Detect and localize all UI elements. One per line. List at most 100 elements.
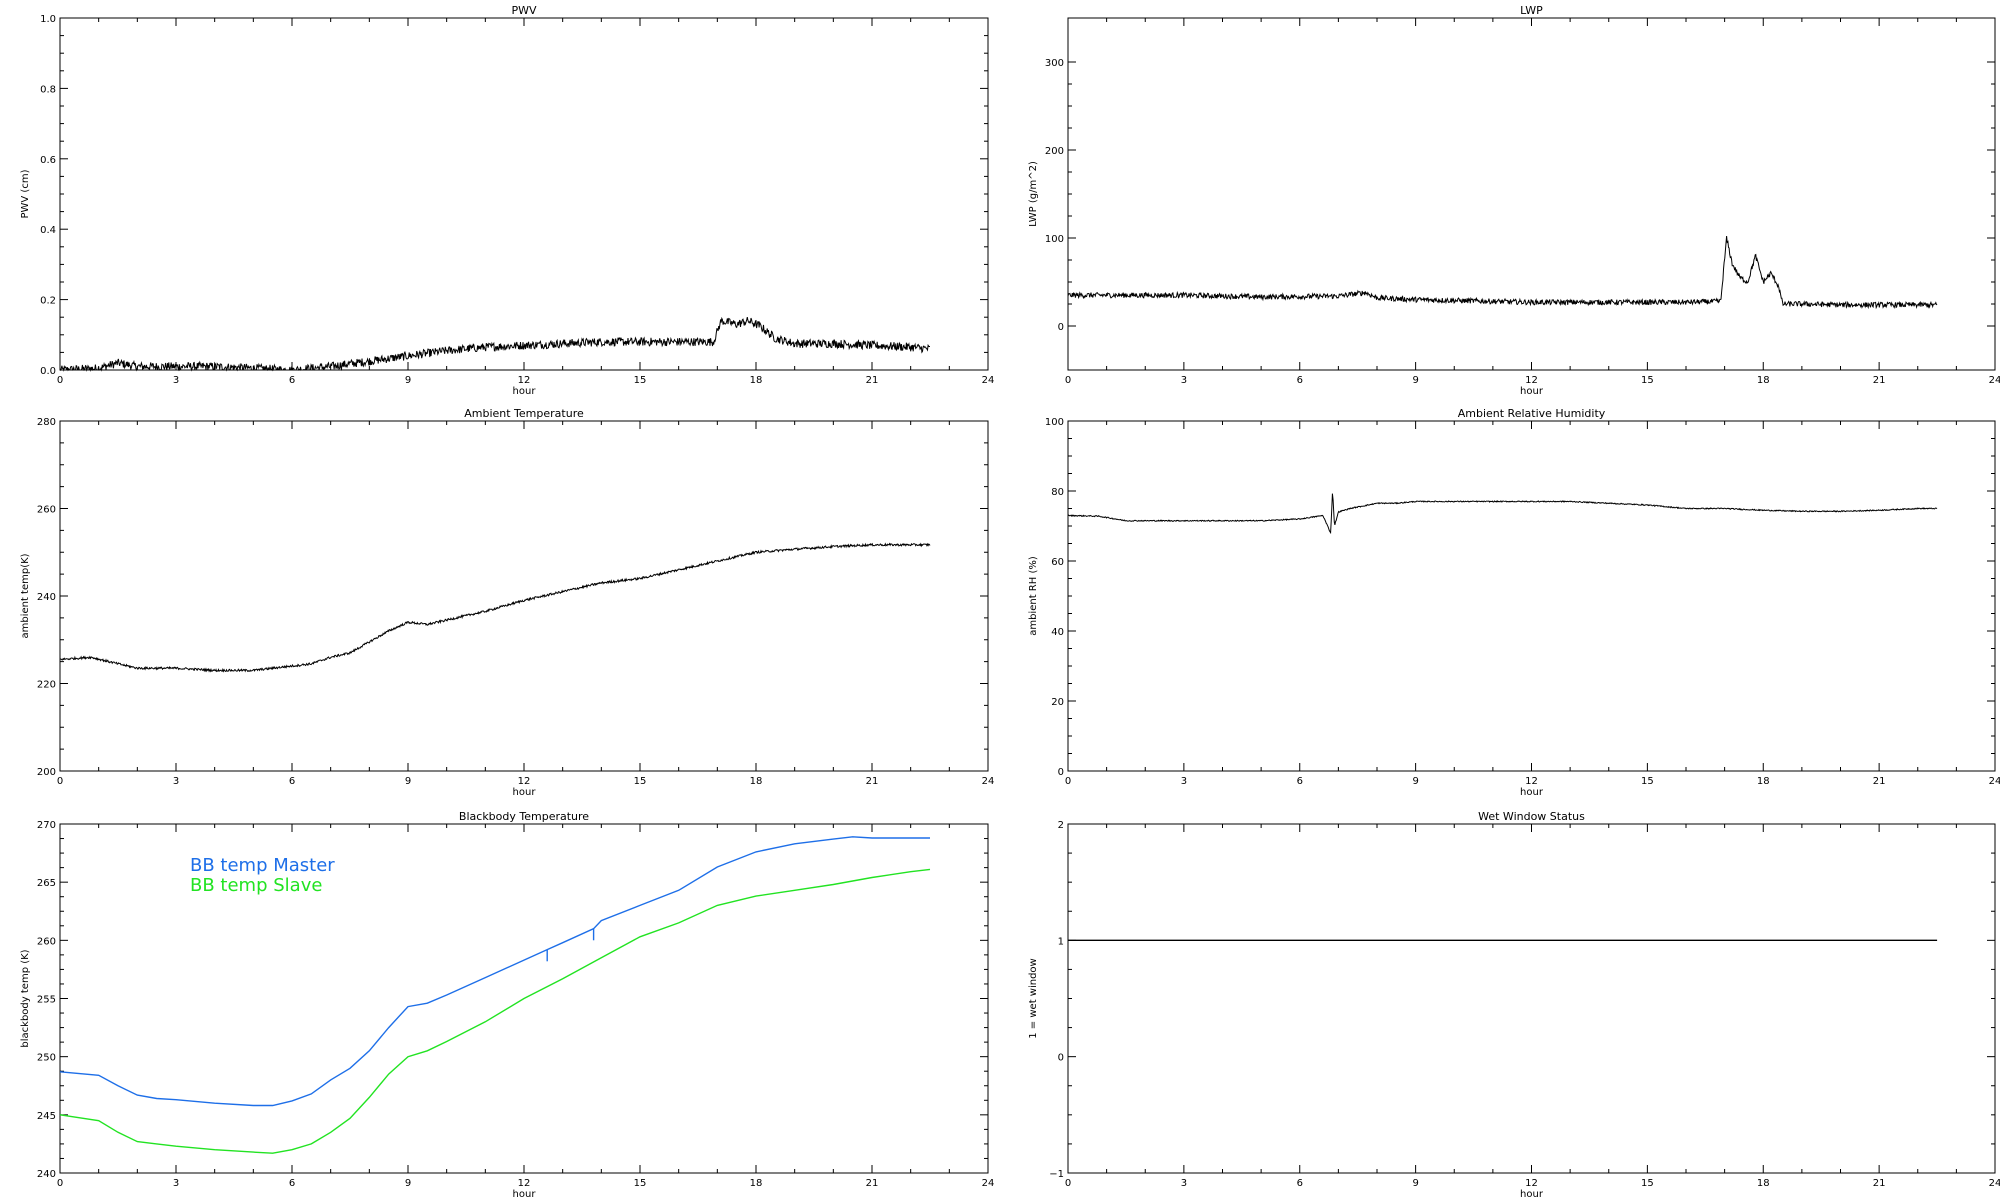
y-tick-label: 0.8	[40, 84, 56, 95]
x-tick-label: 12	[518, 1178, 531, 1189]
x-tick-label: 21	[866, 1178, 879, 1189]
x-tick-label: 0	[57, 375, 63, 386]
y-tick-label: 280	[37, 417, 56, 428]
y-tick-label: 20	[1051, 697, 1064, 708]
x-tick-label: 18	[750, 776, 763, 787]
plot-frame	[59, 420, 989, 772]
x-tick-label: 18	[1757, 375, 1770, 386]
x-tick-label: 12	[1525, 375, 1538, 386]
x-tick-label: 9	[405, 1178, 411, 1189]
x-axis-label: hour	[513, 386, 537, 397]
panel-lwp: LWP 0 3 6 9 12 15 18 21 24 hour 0 100 200 300 LWP (g/m^…	[1028, 4, 2000, 397]
x-tick-label: 24	[982, 1178, 995, 1189]
chart-title: Blackbody Temperature	[459, 810, 589, 823]
y-tick-label: 240	[37, 1169, 56, 1180]
y-tick-label: 40	[1051, 627, 1064, 638]
y-tick-label: 0.6	[40, 155, 56, 166]
x-axis-label: hour	[1520, 386, 1544, 397]
chart-title: Ambient Temperature	[464, 407, 584, 420]
y-tick-label: 240	[37, 592, 56, 603]
chart-title: Wet Window Status	[1478, 810, 1585, 823]
y-tick-label: 0	[1058, 767, 1064, 778]
y-tick-label: 100	[1045, 234, 1064, 245]
y-tick-label: 220	[37, 680, 56, 691]
x-tick-label: 15	[634, 1178, 647, 1189]
x-tick-label: 12	[518, 776, 531, 787]
x-axis-label: hour	[1520, 787, 1544, 798]
y-axis-label: ambient temp(K)	[20, 553, 31, 638]
y-axis-label: PWV (cm)	[20, 169, 31, 218]
x-tick-label: 0	[1065, 375, 1071, 386]
x-tick-label: 9	[1412, 375, 1418, 386]
series-line	[1067, 493, 1938, 535]
x-tick-label: 0	[57, 1178, 63, 1189]
y-axis-label: 1 = wet window	[1028, 958, 1039, 1038]
x-tick-label: 3	[1181, 375, 1187, 386]
y-tick-label: 260	[37, 505, 56, 516]
x-tick-label: 24	[982, 375, 995, 386]
x-tick-label: 6	[1297, 1178, 1303, 1189]
legend-entry: BB temp Master	[190, 855, 335, 876]
x-tick-label: 6	[1297, 776, 1303, 787]
y-tick-label: 250	[37, 1053, 56, 1064]
x-tick-label: 18	[750, 375, 763, 386]
y-tick-label: 1.0	[40, 14, 56, 25]
x-tick-label: 24	[1989, 776, 2000, 787]
x-tick-label: 0	[57, 776, 63, 787]
series-line-bb-temp-master	[59, 836, 930, 1107]
x-tick-label: 18	[1757, 1178, 1770, 1189]
x-tick-label: 24	[1989, 375, 2000, 386]
x-tick-label: 18	[1757, 776, 1770, 787]
y-axis-label: blackbody temp (K)	[20, 949, 31, 1047]
y-tick-label: 200	[1045, 146, 1064, 157]
x-tick-label: 12	[1525, 776, 1538, 787]
x-tick-label: 24	[1989, 1178, 2000, 1189]
y-tick-label: −1	[1049, 1169, 1064, 1180]
x-tick-label: 6	[289, 776, 295, 787]
x-tick-label: 0	[1065, 776, 1071, 787]
x-tick-label: 6	[289, 375, 295, 386]
panel-blackbody-temp: Blackbody Temperature 0 3 6 9 12 15 18 21 24 hour 2…	[20, 810, 994, 1200]
y-axis-label: ambient RH (%)	[1028, 556, 1039, 636]
y-tick-label: 300	[1045, 58, 1064, 69]
plot-frame	[1067, 420, 1996, 772]
x-tick-label: 3	[173, 1178, 179, 1189]
x-tick-label: 3	[1181, 776, 1187, 787]
x-tick-label: 21	[866, 375, 879, 386]
x-tick-label: 24	[982, 776, 995, 787]
series-line	[59, 316, 930, 372]
y-axis-label: LWP (g/m^2)	[1028, 161, 1039, 227]
chart-title: PWV	[511, 4, 537, 17]
x-tick-label: 15	[634, 375, 647, 386]
y-tick-label: 245	[37, 1111, 56, 1122]
x-tick-label: 21	[1873, 776, 1886, 787]
x-axis-label: hour	[513, 787, 537, 798]
x-tick-label: 15	[634, 776, 647, 787]
x-tick-label: 3	[1181, 1178, 1187, 1189]
panel-pwv: PWV 0 3 6 9 12 15 18 21 24 hour 0.0 0.2 0.4 0.6 0.8 1.0 P…	[20, 4, 994, 397]
x-axis-label: hour	[513, 1189, 537, 1200]
x-tick-label: 9	[1412, 1178, 1418, 1189]
y-tick-label: 0	[1058, 1053, 1064, 1064]
y-tick-label: 0	[1058, 322, 1064, 333]
panel-ambient-rh: Ambient Relative Humidity 0 3 6 9 12 15 18 21 24 h…	[1028, 407, 2000, 798]
x-tick-label: 21	[1873, 1178, 1886, 1189]
x-tick-label: 0	[1065, 1178, 1071, 1189]
x-tick-label: 12	[1525, 1178, 1538, 1189]
y-tick-label: 260	[37, 936, 56, 947]
chart-title: LWP	[1520, 4, 1543, 17]
y-tick-label: 265	[37, 878, 56, 889]
y-tick-label: 100	[1045, 417, 1064, 428]
x-tick-label: 3	[173, 375, 179, 386]
y-tick-label: 270	[37, 820, 56, 831]
plot-frame	[59, 17, 989, 371]
x-tick-label: 21	[1873, 375, 1886, 386]
legend-entry: BB temp Slave	[190, 875, 322, 896]
y-tick-label: 60	[1051, 557, 1064, 568]
plot-frame	[1067, 17, 1996, 371]
y-tick-label: 0.2	[40, 296, 56, 307]
x-tick-label: 9	[405, 776, 411, 787]
x-tick-label: 15	[1641, 776, 1654, 787]
